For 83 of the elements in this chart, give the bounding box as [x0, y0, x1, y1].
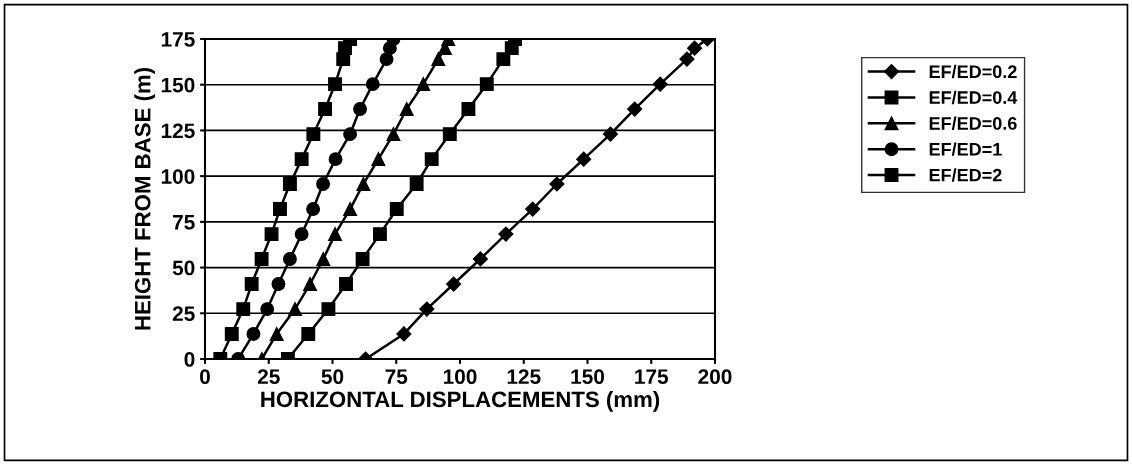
y-tick-label: 175 [161, 32, 195, 47]
point [264, 227, 279, 242]
point [282, 252, 297, 266]
point [498, 226, 514, 242]
point [419, 301, 435, 317]
legend-label: EF/ED=0.6 [929, 116, 1017, 131]
y-tick-label: 0 [184, 352, 195, 367]
point [386, 127, 401, 142]
point [409, 177, 424, 191]
legend-label: EF/ED=1 [929, 142, 1002, 156]
x-tick-label: 175 [635, 369, 669, 385]
point [446, 276, 462, 292]
x-tick-label: 200 [698, 369, 732, 385]
point [576, 151, 592, 167]
point [355, 252, 370, 266]
point [687, 40, 703, 56]
point [353, 102, 367, 116]
point [328, 77, 342, 92]
x-tick-label: 75 [385, 369, 408, 385]
point [316, 252, 331, 266]
point [343, 202, 358, 217]
legend-label: EF/ED=0.2 [929, 64, 1017, 79]
point [472, 251, 488, 267]
point [288, 302, 302, 317]
point [356, 177, 371, 191]
point [269, 327, 284, 341]
point [273, 202, 287, 217]
point [424, 152, 439, 167]
y-tick-label: 75 [173, 215, 195, 230]
x-tick-label: 0 [200, 369, 210, 385]
point [399, 102, 414, 116]
point [343, 127, 358, 142]
point [260, 302, 275, 317]
point [431, 52, 446, 67]
point [306, 202, 321, 217]
point [294, 152, 309, 167]
point [271, 277, 286, 291]
point [254, 252, 269, 266]
point [339, 277, 353, 291]
point [328, 152, 343, 167]
point [442, 127, 457, 142]
point [652, 76, 668, 92]
x-tick-label: 125 [507, 369, 541, 385]
point [679, 51, 695, 67]
point [525, 201, 541, 217]
point [236, 302, 251, 317]
point [371, 152, 386, 167]
point [496, 52, 511, 67]
point [365, 77, 380, 92]
point [479, 77, 494, 92]
legend-label: EF/ED=0.4 [929, 90, 1018, 105]
point [301, 327, 316, 341]
point [321, 302, 336, 317]
point [306, 127, 321, 142]
point [303, 277, 318, 291]
x-axis-title: HORIZONTAL DISPLACEMENTS (mm) [261, 390, 660, 412]
point [389, 202, 404, 217]
point [224, 327, 239, 341]
y-tick-label: 150 [161, 77, 195, 93]
point [396, 326, 412, 342]
point [416, 77, 431, 92]
y-tick-label: 50 [172, 260, 195, 276]
point [328, 227, 342, 242]
point [316, 177, 331, 191]
x-tick-label: 25 [257, 369, 280, 385]
legend-label: EF/ED=2 [929, 168, 1002, 182]
y-tick-label: 125 [161, 123, 195, 139]
y-axis-title: HEIGHT FROM BASE (m) [134, 68, 155, 330]
point [372, 227, 387, 242]
y-tick-label: 100 [161, 169, 195, 184]
point [282, 177, 297, 191]
point [602, 126, 619, 142]
point [246, 327, 261, 341]
point [244, 277, 259, 291]
x-tick-label: 100 [443, 369, 477, 385]
point [549, 176, 565, 192]
point [627, 101, 643, 117]
point [318, 102, 333, 116]
point [461, 102, 476, 116]
point [294, 227, 309, 242]
y-tick-label: 25 [172, 306, 195, 322]
x-tick-label: 150 [571, 369, 605, 385]
x-tick-label: 50 [321, 369, 344, 385]
